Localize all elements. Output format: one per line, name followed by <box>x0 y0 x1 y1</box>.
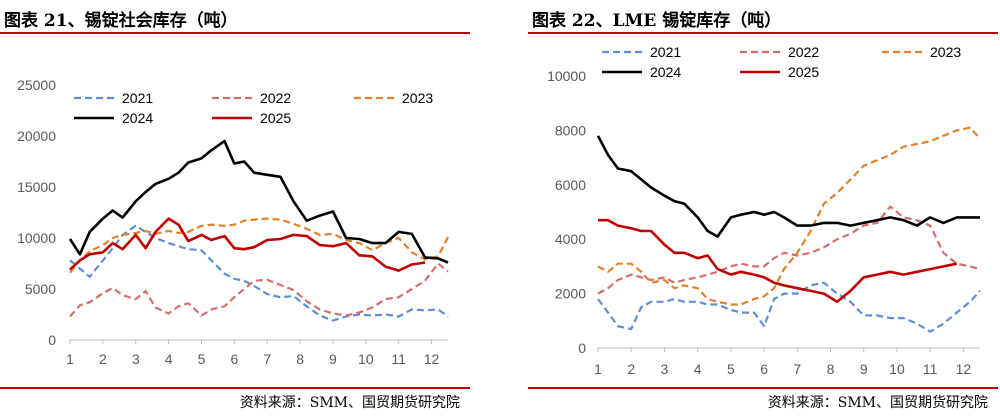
x-tick-label: 11 <box>923 361 938 377</box>
legend-label-2025: 2025 <box>260 110 291 126</box>
y-tick-label: 10000 <box>547 68 586 84</box>
x-tick-label: 4 <box>165 351 173 367</box>
x-tick-label: 12 <box>956 361 972 377</box>
y-tick-label: 6000 <box>555 177 586 193</box>
legend-label-2021: 2021 <box>122 90 153 106</box>
source-rule <box>528 387 998 389</box>
x-tick-label: 8 <box>296 351 304 367</box>
series-line-2025 <box>69 217 426 272</box>
x-tick-label: 4 <box>694 361 702 377</box>
x-tick-label: 1 <box>66 351 74 367</box>
legend-label-2025: 2025 <box>788 64 819 80</box>
legend-label-2024: 2024 <box>122 110 153 126</box>
legend-label-2022: 2022 <box>788 44 819 60</box>
series-line-2021 <box>69 224 449 322</box>
y-tick-label: 10000 <box>17 230 56 246</box>
series-line-2024 <box>68 139 449 264</box>
y-tick-label: 0 <box>48 332 56 348</box>
x-tick-label: 8 <box>827 361 835 377</box>
legend-label-2023: 2023 <box>402 90 433 106</box>
series-line-2022 <box>69 262 449 318</box>
series-line-2023 <box>597 126 981 306</box>
title-rule <box>528 32 998 34</box>
source-note: 资料来源：SMM、国贸期货研究院 <box>239 395 460 411</box>
chart-title: 图表 22、LME 锡锭库存（吨） <box>532 11 782 31</box>
x-tick-label: 10 <box>358 351 374 367</box>
x-tick-label: 10 <box>889 361 905 377</box>
x-tick-label: 2 <box>99 351 107 367</box>
panel-lme-inventory: 图表 22、LME 锡锭库存（吨） 0 2000 4000 6000 8000 10000… <box>528 0 998 416</box>
x-tick-label: 6 <box>760 361 768 377</box>
x-tick-label: 5 <box>727 361 735 377</box>
legend-label-2024: 2024 <box>650 64 681 80</box>
x-tick-label: 3 <box>132 351 140 367</box>
y-tick-label: 15000 <box>17 179 56 195</box>
series-line-2023 <box>69 217 449 274</box>
series-line-2025 <box>598 218 957 304</box>
source-rule <box>0 387 470 389</box>
y-tick-label: 8000 <box>555 122 586 138</box>
legend-label-2021: 2021 <box>650 44 681 60</box>
x-tick-label: 3 <box>661 361 669 377</box>
x-tick-label: 6 <box>230 351 238 367</box>
y-tick-label: 20000 <box>17 128 56 144</box>
y-tick-label: 2000 <box>555 286 586 302</box>
title-rule <box>0 32 470 34</box>
y-tick-label: 5000 <box>25 281 56 297</box>
series-line-2022 <box>597 205 981 295</box>
legend-label-2023: 2023 <box>930 44 961 60</box>
x-tick-label: 11 <box>391 351 406 367</box>
y-tick-label: 4000 <box>555 231 586 247</box>
x-tick-label: 1 <box>594 361 602 377</box>
x-tick-label: 2 <box>627 361 635 377</box>
series-line-2024 <box>596 135 980 238</box>
panel-social-inventory: 图表 21、锡锭社会库存（吨） 0 5000 10000 15000 20000 2500… <box>0 0 470 416</box>
source-note: 资料来源：SMM、国贸期货研究院 <box>767 395 988 411</box>
x-tick-label: 7 <box>793 361 801 377</box>
x-tick-label: 9 <box>329 351 337 367</box>
legend-label-2022: 2022 <box>260 90 291 106</box>
x-tick-label: 9 <box>860 361 868 377</box>
series-line-2021 <box>597 281 981 333</box>
y-tick-label: 25000 <box>17 77 56 93</box>
x-tick-label: 7 <box>263 351 271 367</box>
x-tick-label: 12 <box>424 351 440 367</box>
chart-title: 图表 21、锡锭社会库存（吨） <box>4 11 238 31</box>
x-tick-label: 5 <box>198 351 206 367</box>
y-tick-label: 0 <box>578 340 586 356</box>
